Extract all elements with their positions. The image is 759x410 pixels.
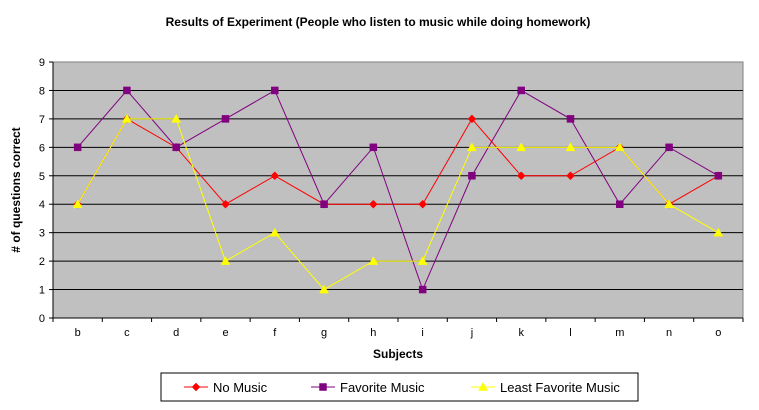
x-tick-label-i: i — [421, 327, 423, 339]
point-least-favorite-music-l — [565, 142, 576, 152]
x-tick-label-g: g — [321, 327, 327, 339]
point-no-music-f — [270, 171, 280, 181]
point-least-favorite-music-n — [664, 199, 674, 208]
point-favorite-music-o — [714, 172, 723, 180]
x-tick-label-c: c — [124, 327, 130, 339]
point-favorite-music-j — [468, 172, 476, 180]
y-axis-title: # of questions correct — [9, 127, 23, 252]
legend-marker-no-music — [191, 382, 201, 392]
series-layer — [72, 86, 724, 294]
point-least-favorite-music-i — [417, 256, 428, 265]
legend-marker-least-favorite-music — [478, 381, 488, 391]
point-favorite-music-g — [320, 200, 328, 208]
y-tick-label-4: 4 — [39, 199, 45, 211]
y-tick-label-1: 1 — [39, 285, 45, 297]
point-least-favorite-music-d — [171, 113, 182, 123]
point-least-favorite-music-c — [122, 113, 132, 123]
point-no-music-k — [516, 171, 526, 181]
point-favorite-music-m — [616, 200, 624, 208]
point-favorite-music-d — [172, 143, 180, 152]
legend-items: No Music Favorite Music Least Favorite Mus… — [184, 380, 620, 395]
legend-item-favorite-music: Favorite Music — [311, 380, 425, 395]
x-tick-label-d: d — [173, 327, 179, 339]
legend-marker-favorite-music — [319, 383, 327, 391]
point-no-music-l — [566, 171, 575, 181]
point-least-favorite-music-j — [467, 142, 477, 152]
point-favorite-music-e — [221, 115, 230, 123]
point-favorite-music-l — [566, 115, 575, 123]
point-least-favorite-music-k — [516, 142, 527, 152]
plot-area — [52, 61, 744, 319]
point-favorite-music-c — [123, 86, 131, 95]
chart-title: Results of Experiment (People who listen… — [166, 15, 591, 29]
y-tick-label-5: 5 — [39, 171, 45, 183]
x-tick-label-l: l — [569, 327, 571, 339]
x-tick-label-o: o — [715, 327, 721, 339]
point-least-favorite-music-g — [319, 284, 329, 294]
point-least-favorite-music-f — [269, 227, 280, 237]
point-no-music-j — [467, 114, 477, 124]
legend-item-least-favorite-music: Least Favorite Music — [471, 380, 620, 395]
y-tick-label-2: 2 — [39, 256, 45, 268]
x-tick-label-n: n — [666, 327, 672, 339]
series-line-no-music — [77, 118, 719, 205]
y-axis-ticks: 0 1 2 3 4 5 6 7 8 9 — [39, 57, 53, 325]
point-favorite-music-k — [517, 86, 525, 95]
y-tick-label-0: 0 — [39, 313, 45, 325]
point-least-favorite-music-e — [220, 256, 231, 265]
legend: No Music Favorite Music Least Favorite Mus… — [160, 372, 639, 402]
point-no-music-h — [369, 199, 378, 209]
x-tick-label-k: k — [518, 327, 524, 339]
legend-label-least-favorite-music: Least Favorite Music — [500, 380, 620, 395]
point-favorite-music-i — [418, 285, 427, 294]
y-tick-label-8: 8 — [39, 85, 45, 97]
y-tick-label-6: 6 — [39, 142, 45, 154]
x-axis-ticks: b c d e f g h i j k l m n o — [52, 318, 744, 339]
legend-label-favorite-music: Favorite Music — [340, 380, 425, 395]
point-no-music-e — [221, 199, 230, 209]
x-tick-label-h: h — [370, 327, 376, 339]
point-least-favorite-music-o — [713, 227, 724, 237]
x-tick-label-j: j — [470, 327, 473, 339]
x-tick-label-m: m — [615, 327, 624, 339]
series-least-favorite-music — [72, 113, 724, 294]
point-favorite-music-h — [369, 143, 378, 152]
point-favorite-music-b — [73, 143, 82, 152]
point-favorite-music-n — [665, 143, 673, 152]
x-tick-label-f: f — [273, 327, 277, 339]
point-favorite-music-f — [271, 86, 279, 95]
x-tick-label-e: e — [222, 327, 228, 339]
legend-item-no-music: No Music — [184, 380, 268, 395]
series-line-least-favorite-music — [77, 118, 719, 291]
point-least-favorite-music-h — [368, 256, 379, 265]
point-no-music-i — [418, 199, 427, 209]
point-least-favorite-music-b — [72, 199, 83, 208]
x-axis-title: Subjects — [373, 347, 423, 361]
x-tick-label-b: b — [75, 327, 81, 339]
legend-label-no-music: No Music — [213, 380, 268, 395]
y-tick-label-9: 9 — [39, 57, 45, 69]
y-tick-label-3: 3 — [39, 228, 45, 240]
legend-box — [160, 372, 639, 402]
y-tick-label-7: 7 — [39, 114, 45, 126]
point-least-favorite-music-m — [614, 142, 625, 152]
